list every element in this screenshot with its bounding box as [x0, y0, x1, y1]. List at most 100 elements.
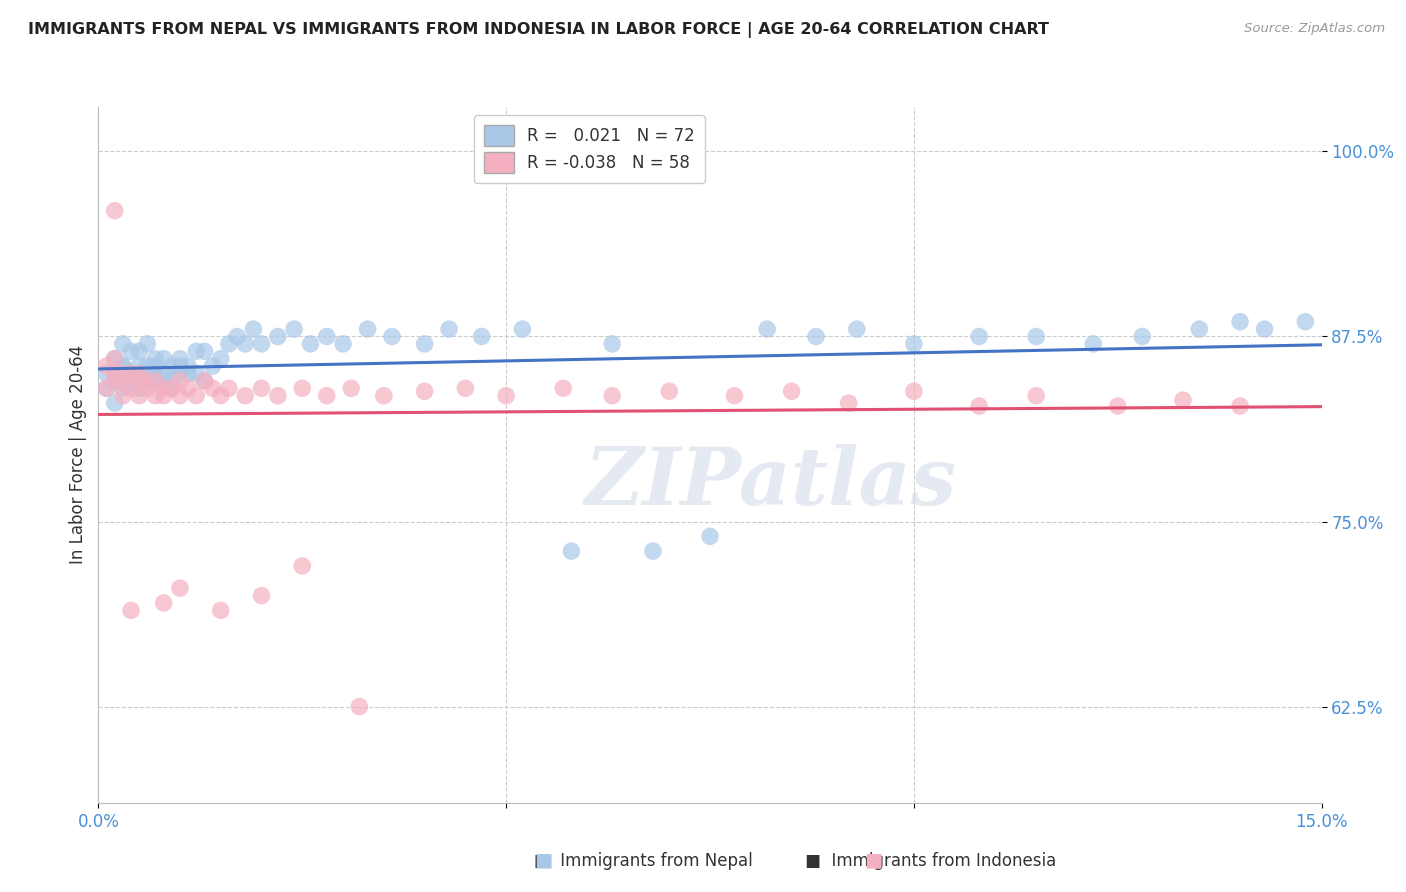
Point	[1253, 322, 1275, 336]
Point	[128, 381, 150, 395]
Point	[838, 396, 860, 410]
Point	[145, 374, 167, 388]
Point	[267, 329, 290, 343]
Point	[209, 603, 232, 617]
Point	[723, 389, 745, 403]
Point	[553, 381, 575, 395]
Point	[373, 389, 395, 403]
Text: ■: ■	[534, 851, 553, 870]
Point	[128, 367, 150, 381]
Point	[413, 384, 436, 399]
Point	[967, 329, 990, 343]
Point	[250, 337, 273, 351]
Point	[169, 374, 191, 388]
Point	[96, 367, 118, 381]
Point	[120, 367, 142, 381]
Text: ■: ■	[865, 851, 883, 870]
Point	[233, 389, 256, 403]
Point	[120, 603, 142, 617]
Point	[512, 322, 534, 336]
Point	[169, 359, 191, 373]
Point	[641, 544, 664, 558]
Point	[903, 384, 925, 399]
Point	[152, 367, 174, 381]
Point	[160, 381, 183, 395]
Point	[145, 367, 167, 381]
Point	[136, 337, 159, 351]
Point	[104, 351, 127, 366]
Point	[1229, 399, 1251, 413]
Point	[177, 359, 200, 373]
Point	[120, 374, 142, 388]
Point	[437, 322, 460, 336]
Point	[111, 389, 134, 403]
Point	[315, 329, 337, 343]
Point	[349, 699, 371, 714]
Point	[128, 374, 150, 388]
Point	[1188, 322, 1211, 336]
Point	[120, 367, 142, 381]
Point	[120, 344, 142, 359]
Point	[104, 351, 127, 366]
Point	[242, 322, 264, 336]
Legend: R =   0.021   N = 72, R = -0.038   N = 58: R = 0.021 N = 72, R = -0.038 N = 58	[474, 115, 704, 183]
Point	[233, 337, 256, 351]
Point	[169, 581, 191, 595]
Point	[193, 374, 215, 388]
Point	[104, 203, 127, 218]
Point	[356, 322, 378, 336]
Y-axis label: In Labor Force | Age 20-64: In Labor Force | Age 20-64	[69, 345, 87, 565]
Point	[600, 337, 623, 351]
Point	[560, 544, 582, 558]
Point	[160, 381, 183, 395]
Point	[250, 381, 273, 395]
Point	[699, 529, 721, 543]
Point	[177, 367, 200, 381]
Point	[315, 389, 337, 403]
Point	[340, 381, 363, 395]
Point	[160, 359, 183, 373]
Point	[128, 381, 150, 395]
Point	[299, 337, 322, 351]
Point	[218, 337, 240, 351]
Point	[136, 374, 159, 388]
Point	[104, 374, 127, 388]
Point	[152, 374, 174, 388]
Point	[495, 389, 517, 403]
Point	[186, 389, 208, 403]
Point	[413, 337, 436, 351]
Text: ■  Immigrants from Nepal          ■  Immigrants from Indonesia: ■ Immigrants from Nepal ■ Immigrants fro…	[534, 852, 1056, 870]
Point	[1107, 399, 1129, 413]
Point	[152, 381, 174, 395]
Text: Source: ZipAtlas.com: Source: ZipAtlas.com	[1244, 22, 1385, 36]
Point	[96, 359, 118, 373]
Point	[145, 374, 167, 388]
Point	[226, 329, 249, 343]
Point	[291, 558, 314, 573]
Point	[145, 351, 167, 366]
Point	[332, 337, 354, 351]
Point	[201, 359, 224, 373]
Point	[128, 359, 150, 373]
Point	[152, 351, 174, 366]
Point	[104, 374, 127, 388]
Point	[1171, 393, 1194, 408]
Point	[152, 596, 174, 610]
Point	[145, 359, 167, 373]
Point	[1294, 315, 1316, 329]
Point	[267, 389, 290, 403]
Point	[780, 384, 803, 399]
Point	[193, 344, 215, 359]
Point	[381, 329, 404, 343]
Point	[120, 381, 142, 395]
Point	[600, 389, 623, 403]
Point	[1083, 337, 1105, 351]
Point	[169, 389, 191, 403]
Point	[218, 381, 240, 395]
Point	[160, 374, 183, 388]
Point	[152, 389, 174, 403]
Point	[1130, 329, 1153, 343]
Point	[111, 381, 134, 395]
Point	[136, 359, 159, 373]
Point	[209, 389, 232, 403]
